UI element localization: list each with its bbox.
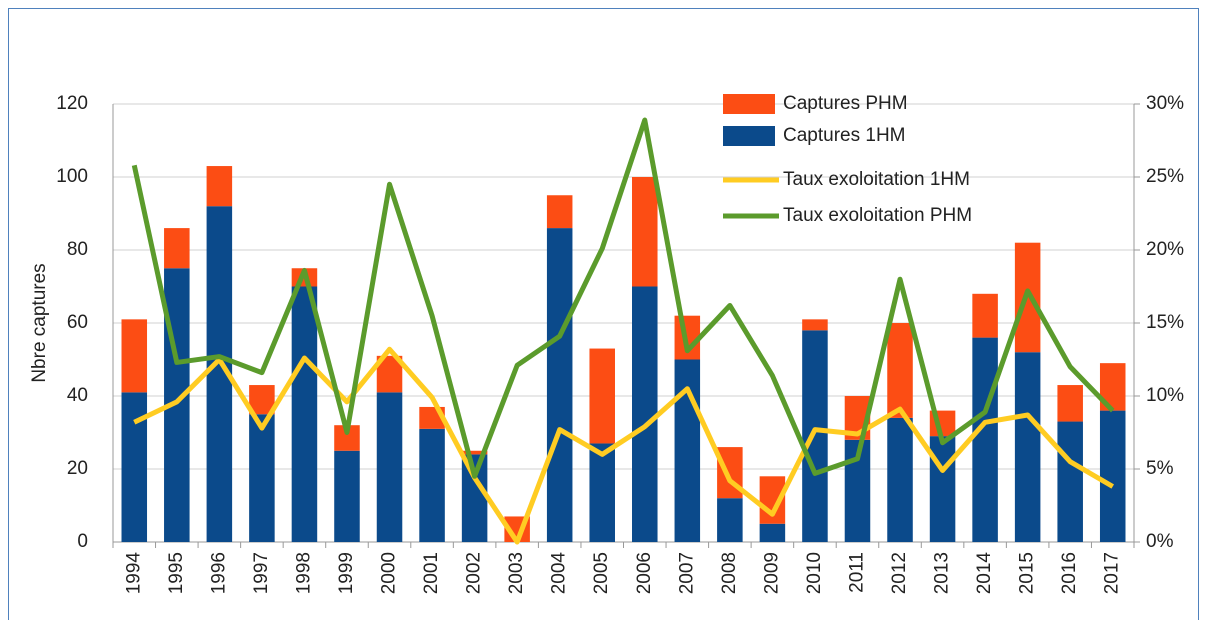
bar <box>887 417 913 542</box>
legend-label: Taux exoloitation 1HM <box>783 169 970 190</box>
bar <box>887 323 913 418</box>
bar <box>632 177 658 287</box>
legend-swatch <box>723 94 775 114</box>
legend-label: Captures 1HM <box>783 125 906 146</box>
bar <box>1014 352 1041 542</box>
bar <box>334 450 360 542</box>
bar <box>1057 385 1083 422</box>
y2-tick-label: 15% <box>1146 312 1184 333</box>
x-tick-label: 2009 <box>761 552 782 594</box>
y2-tick-label: 30% <box>1146 93 1184 114</box>
bar <box>802 319 828 331</box>
x-tick-label: 2004 <box>549 552 570 595</box>
bar <box>291 286 318 542</box>
bar <box>206 166 233 207</box>
x-tick-label: 2002 <box>464 552 485 594</box>
x-tick-label: 2017 <box>1102 552 1123 594</box>
bar <box>717 498 743 542</box>
legend-label: Captures PHM <box>783 93 908 114</box>
x-tick-label: 2005 <box>591 552 612 594</box>
y2-tick-label: 25% <box>1146 166 1184 187</box>
line <box>131 117 1115 479</box>
bar <box>929 436 956 542</box>
line <box>133 346 1114 545</box>
bar <box>376 392 403 542</box>
x-tick-label: 1994 <box>123 552 144 595</box>
y2-tick-label: 0% <box>1146 531 1174 552</box>
bar <box>802 330 828 542</box>
y-tick-label: 120 <box>56 93 88 114</box>
y-tick-label: 40 <box>67 385 88 406</box>
y-axis-title: Nbre captures <box>29 263 50 382</box>
y-tick-label: 60 <box>67 312 88 333</box>
x-tick-label: 1997 <box>251 552 272 594</box>
legend-label: Taux exoloitation PHM <box>783 205 972 226</box>
bar <box>589 348 615 444</box>
bar <box>632 286 658 542</box>
x-tick-label: 1995 <box>166 552 187 594</box>
y2-tick-label: 10% <box>1146 385 1184 406</box>
x-tick-label: 1998 <box>293 552 314 594</box>
x-tick-label: 2008 <box>719 552 740 594</box>
bar <box>546 195 573 229</box>
y-tick-label: 80 <box>67 239 88 260</box>
x-tick-label: 1996 <box>208 552 229 594</box>
bar <box>546 228 573 542</box>
y2-tick-label: 20% <box>1146 239 1184 260</box>
x-tick-label: 1999 <box>336 552 357 594</box>
bar <box>589 443 615 542</box>
y2-tick-label: 5% <box>1146 458 1174 479</box>
bar <box>972 337 998 542</box>
bar <box>249 414 275 542</box>
bar <box>164 228 190 269</box>
y-tick-label: 0 <box>77 531 88 552</box>
x-tick-label: 2007 <box>676 552 697 594</box>
x-tick-label: 2011 <box>846 552 867 593</box>
legend-swatch <box>723 126 775 146</box>
x-tick-label: 2006 <box>634 552 655 594</box>
x-tick-label: 2016 <box>1059 552 1080 594</box>
bar <box>121 392 148 542</box>
x-tick-label: 2001 <box>421 552 442 594</box>
bar <box>1099 410 1126 542</box>
bar <box>419 428 445 542</box>
x-tick-label: 2012 <box>889 552 910 594</box>
x-tick-label: 2013 <box>932 552 953 594</box>
x-tick-label: 2000 <box>379 552 400 594</box>
x-tick-label: 2015 <box>1017 552 1038 594</box>
bar <box>461 450 488 455</box>
bar <box>121 319 148 393</box>
x-tick-label: 2003 <box>506 552 527 594</box>
y-tick-label: 20 <box>67 458 88 479</box>
x-tick-label: 2010 <box>804 552 825 594</box>
frame <box>8 8 1199 620</box>
bar <box>759 523 786 542</box>
bar <box>1057 421 1083 542</box>
bar <box>972 293 998 338</box>
x-tick-label: 2014 <box>974 552 995 595</box>
y-tick-label: 100 <box>56 166 88 187</box>
